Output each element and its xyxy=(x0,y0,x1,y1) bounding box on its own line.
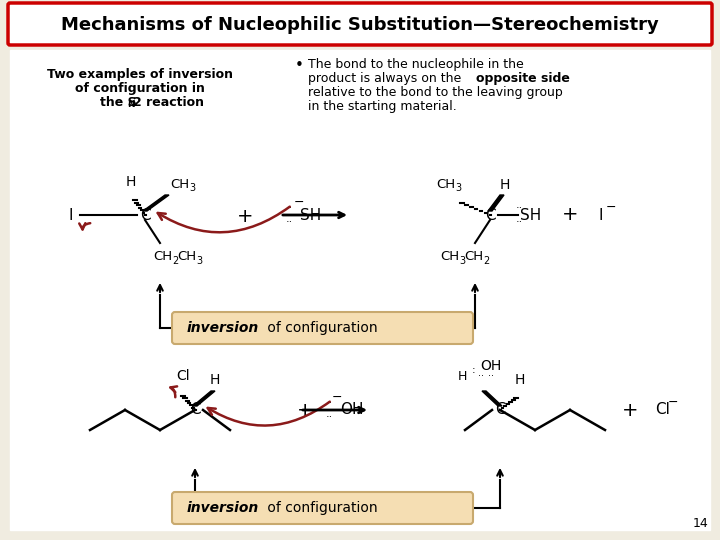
Text: opposite side: opposite side xyxy=(476,72,570,85)
Text: CH: CH xyxy=(170,179,189,192)
Polygon shape xyxy=(143,195,169,211)
Text: −: − xyxy=(294,195,305,208)
Text: 3: 3 xyxy=(459,256,465,266)
Text: CH: CH xyxy=(177,251,196,264)
Text: •: • xyxy=(295,58,304,73)
Polygon shape xyxy=(193,391,215,406)
FancyBboxPatch shape xyxy=(8,3,712,45)
Text: :: : xyxy=(472,365,476,375)
Text: ··: ·· xyxy=(516,217,523,227)
Text: +: + xyxy=(622,401,638,420)
FancyArrowPatch shape xyxy=(208,402,330,426)
Text: 14: 14 xyxy=(692,517,708,530)
Text: 2: 2 xyxy=(172,256,179,266)
Text: H: H xyxy=(457,369,467,382)
FancyBboxPatch shape xyxy=(172,312,473,344)
Text: OH: OH xyxy=(340,402,364,417)
Text: −: − xyxy=(332,390,342,403)
Text: 3: 3 xyxy=(455,183,461,193)
Text: I: I xyxy=(68,207,73,222)
Text: SH: SH xyxy=(520,207,541,222)
FancyArrowPatch shape xyxy=(171,386,177,397)
Text: +: + xyxy=(562,206,578,225)
Text: H: H xyxy=(515,373,525,387)
Text: C: C xyxy=(189,402,200,417)
Text: relative to the bond to the leaving group: relative to the bond to the leaving grou… xyxy=(308,86,563,99)
Text: 3: 3 xyxy=(189,183,195,193)
Text: inversion: inversion xyxy=(187,321,259,335)
Text: in the starting material.: in the starting material. xyxy=(308,100,456,113)
Text: of configuration in: of configuration in xyxy=(75,82,205,95)
Text: ··: ·· xyxy=(285,217,292,227)
Text: H: H xyxy=(210,373,220,387)
Text: Two examples of inversion: Two examples of inversion xyxy=(47,68,233,81)
Text: I: I xyxy=(598,207,603,222)
Text: CH: CH xyxy=(153,251,172,264)
Text: C: C xyxy=(140,207,150,222)
FancyArrowPatch shape xyxy=(79,223,90,230)
Text: Cl: Cl xyxy=(655,402,670,417)
Text: +: + xyxy=(297,401,313,420)
Text: product is always on the: product is always on the xyxy=(308,72,465,85)
Text: C: C xyxy=(485,207,495,222)
Polygon shape xyxy=(488,195,504,211)
Text: ··: ·· xyxy=(325,412,333,422)
Bar xyxy=(10,50,710,530)
Text: 2: 2 xyxy=(483,256,490,266)
Text: the S: the S xyxy=(100,96,137,109)
Text: H: H xyxy=(500,178,510,192)
Polygon shape xyxy=(482,391,502,406)
Text: ··: ·· xyxy=(488,371,494,381)
Text: ··: ·· xyxy=(478,371,484,381)
Text: Cl: Cl xyxy=(176,369,190,383)
Text: 2 reaction: 2 reaction xyxy=(133,96,204,109)
FancyBboxPatch shape xyxy=(172,492,473,524)
Text: The bond to the nucleophile in the: The bond to the nucleophile in the xyxy=(308,58,523,71)
Text: SH: SH xyxy=(300,207,321,222)
Text: −: − xyxy=(668,395,678,408)
Text: CH: CH xyxy=(440,251,459,264)
Text: C: C xyxy=(495,402,505,417)
Text: of configuration: of configuration xyxy=(263,321,377,335)
Text: CH: CH xyxy=(436,179,455,192)
Text: H: H xyxy=(126,175,136,189)
Text: ··: ·· xyxy=(516,203,523,213)
Text: OH: OH xyxy=(480,359,501,373)
Text: 3: 3 xyxy=(196,256,202,266)
Text: ··: ·· xyxy=(325,398,333,408)
Text: Mechanisms of Nucleophilic Substitution—Stereochemistry: Mechanisms of Nucleophilic Substitution—… xyxy=(61,16,659,34)
FancyArrowPatch shape xyxy=(158,207,289,232)
Text: CH: CH xyxy=(464,251,483,264)
Text: inversion: inversion xyxy=(187,501,259,515)
Text: +: + xyxy=(237,207,253,226)
Text: N: N xyxy=(127,100,135,109)
Text: of configuration: of configuration xyxy=(263,501,377,515)
Text: −: − xyxy=(606,200,616,213)
Text: ··: ·· xyxy=(285,203,292,213)
